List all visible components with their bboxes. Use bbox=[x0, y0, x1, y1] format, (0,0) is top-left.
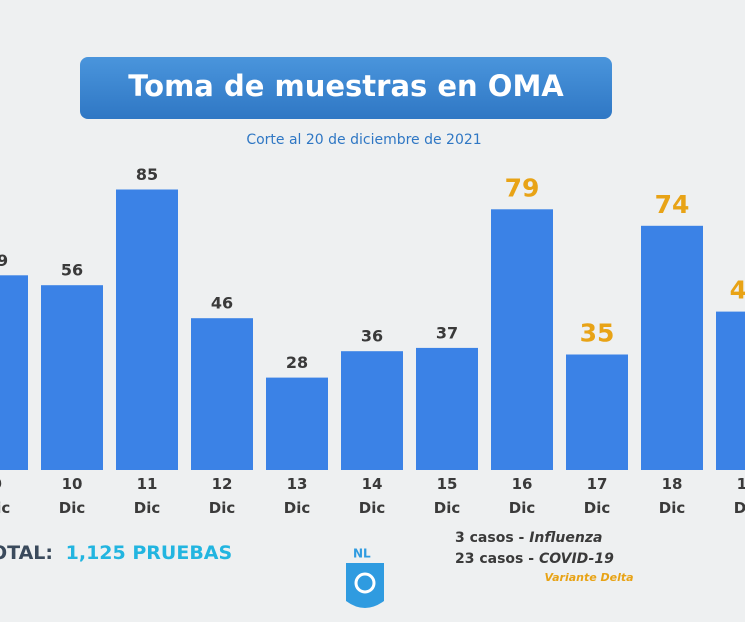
bar bbox=[341, 351, 403, 470]
value-label: 28 bbox=[286, 353, 308, 372]
value-label: 79 bbox=[505, 173, 540, 202]
value-label: 74 bbox=[655, 190, 690, 219]
x-tick-label: 18 Dic bbox=[659, 475, 685, 517]
x-tick-label: 17 Dic bbox=[584, 475, 610, 517]
note-name: COVID-19 bbox=[539, 551, 614, 567]
chart-title: Toma de muestras en OMA bbox=[128, 69, 564, 103]
x-tick-label: 15 Dic bbox=[434, 475, 460, 517]
value-label: 85 bbox=[136, 165, 158, 184]
x-tick-label: 10 Dic bbox=[59, 475, 85, 517]
bar bbox=[41, 285, 103, 470]
value-label: 35 bbox=[580, 319, 615, 348]
bar bbox=[116, 189, 178, 470]
total: TOTAL: 1,125 PRUEBAS bbox=[0, 542, 232, 564]
value-label: 36 bbox=[361, 327, 383, 346]
value-label: 48 bbox=[730, 276, 745, 305]
note-count: 3 casos - bbox=[455, 530, 525, 546]
note-count: 23 casos - bbox=[455, 551, 534, 567]
logo-text: NL bbox=[353, 547, 371, 561]
x-tick-label: 16 Dic bbox=[509, 475, 535, 517]
bar bbox=[191, 318, 253, 470]
bar bbox=[566, 354, 628, 470]
value-label: 59 bbox=[0, 251, 8, 270]
x-tick-label: 12 Dic bbox=[209, 475, 235, 517]
note: 23 casos - COVID-19 bbox=[455, 551, 614, 567]
title-box bbox=[80, 57, 612, 119]
total-value: 1,125 PRUEBAS bbox=[66, 542, 233, 564]
total-label: TOTAL: bbox=[0, 542, 53, 564]
logo: NL bbox=[346, 547, 384, 608]
bar bbox=[266, 377, 328, 470]
bar bbox=[416, 347, 478, 470]
bar bbox=[0, 275, 28, 470]
x-tick-label: 13 Dic bbox=[284, 475, 310, 517]
value-label: 46 bbox=[211, 294, 233, 313]
value-label: 56 bbox=[61, 261, 83, 280]
chart-subtitle: Corte al 20 de diciembre de 2021 bbox=[246, 132, 481, 148]
note-name: Influenza bbox=[529, 530, 602, 546]
bar bbox=[716, 311, 745, 470]
bar bbox=[641, 225, 703, 470]
x-tick-label: 11 Dic bbox=[134, 475, 160, 517]
bar bbox=[491, 209, 553, 471]
value-label: 37 bbox=[436, 323, 458, 342]
x-tick-label: 14 Dic bbox=[359, 475, 385, 517]
x-tick-label: 19Dic bbox=[734, 475, 745, 517]
note: 3 casos - Influenza bbox=[455, 530, 602, 546]
x-tick-label: 9Dic bbox=[0, 475, 10, 517]
variant: Variante Delta bbox=[544, 571, 633, 584]
